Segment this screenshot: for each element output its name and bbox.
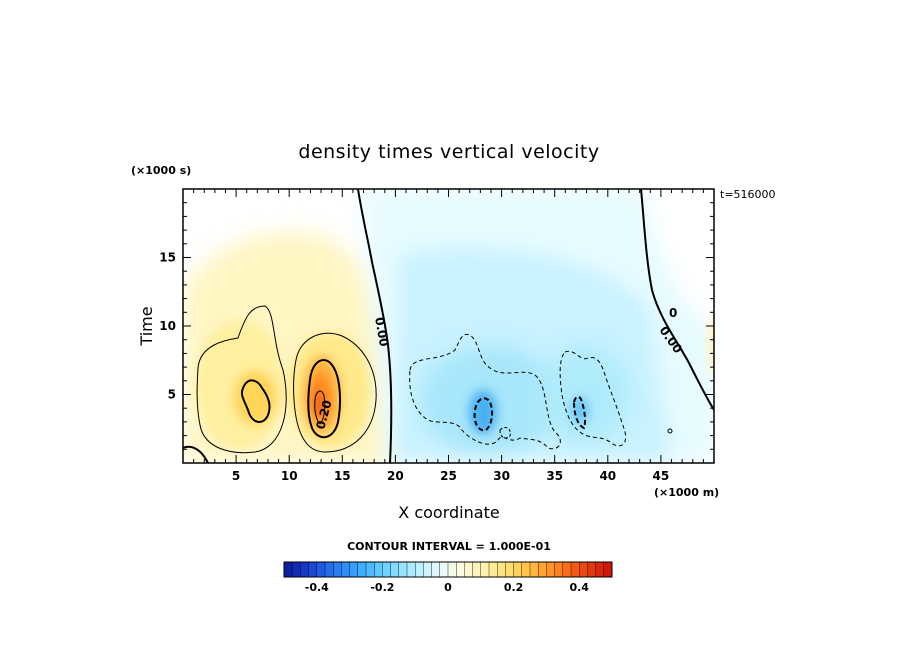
contour-interval-label: CONTOUR INTERVAL = 1.000E-01	[347, 540, 551, 553]
colorbar-swatch	[529, 561, 539, 578]
timestamp-label: t=516000	[720, 188, 776, 201]
contour-neg-5	[499, 427, 511, 439]
x-tick-label: 35	[546, 469, 563, 483]
colorbar-swatch	[472, 561, 482, 578]
x-unit-label: (×1000 m)	[654, 486, 719, 499]
colorbar-swatch	[349, 561, 359, 578]
contour-pos-1a	[196, 305, 287, 454]
colorbar-swatch	[431, 561, 441, 578]
colorbar-swatch	[283, 561, 293, 578]
contour-pos-1b	[240, 379, 271, 423]
x-tick-label: 5	[232, 469, 240, 483]
right-edge-shading	[708, 315, 714, 375]
colorbar-swatch	[579, 561, 588, 578]
colorbar-swatch	[374, 561, 383, 578]
contour-neg-3	[473, 397, 494, 432]
colorbar-swatch	[480, 561, 490, 578]
colorbar-swatch	[308, 561, 318, 578]
x-tick-label: 30	[493, 469, 510, 483]
y-axis-label: Time	[137, 306, 156, 346]
x-tick-label: 20	[387, 469, 404, 483]
colorbar-swatch	[382, 561, 392, 578]
colorbar-swatch	[570, 561, 580, 578]
colorbar-swatch	[406, 561, 416, 578]
colorbar-swatch	[415, 561, 424, 578]
colorbar-swatch	[357, 561, 367, 578]
colorbar-swatch	[464, 561, 474, 578]
contour-pos-2b	[307, 359, 341, 438]
x-axis: 5 10 15 20 25 30 35 40 45	[193, 189, 704, 483]
colorbar-swatch	[456, 561, 465, 578]
contour-neg-2	[559, 350, 627, 447]
colorbar-swatch	[447, 561, 457, 578]
colorbar-swatch	[292, 561, 301, 578]
positive-shading-inner	[195, 320, 372, 450]
colorbar-swatch	[554, 561, 564, 578]
colorbar-swatch	[365, 561, 375, 578]
colorbar-tick-label: 0.2	[504, 581, 524, 594]
colorbar-swatch	[316, 561, 326, 578]
y-axis: 5 10 15	[159, 202, 714, 450]
colorbar-swatch	[562, 561, 572, 578]
colorbar-swatch	[538, 561, 547, 578]
colorbar-swatch	[497, 561, 506, 578]
colorbar-swatch	[423, 561, 433, 578]
colorbar-swatch	[505, 561, 515, 578]
x-tick-label: 15	[334, 469, 351, 483]
colorbar-swatch	[603, 561, 613, 578]
colorbar-swatch	[587, 561, 597, 578]
plot-field: 0.00 0.20 0.00 0	[183, 189, 714, 463]
y-unit-label: (×1000 s)	[131, 164, 191, 177]
y-tick-label: 10	[159, 319, 176, 333]
x-tick-label: 10	[281, 469, 298, 483]
y-tick-label: 15	[159, 251, 176, 265]
contour-neg-4	[572, 395, 587, 430]
contour-label-zero: 0	[669, 306, 677, 320]
x-tick-label: 45	[653, 469, 670, 483]
colorbar-tick-label: -0.4	[305, 581, 329, 594]
x-tick-label: 25	[440, 469, 457, 483]
x-axis-label: X coordinate	[398, 503, 499, 522]
colorbar-swatch	[324, 561, 334, 578]
contour-pos-2c	[314, 390, 326, 425]
contour-small-dot	[667, 428, 673, 434]
zero-contour-left	[357, 189, 393, 463]
colorbar-swatch	[595, 561, 605, 578]
colorbar-swatch	[439, 561, 449, 578]
contour-label-0-left: 0.00	[372, 316, 391, 348]
colorbar-tick-label: 0	[444, 581, 452, 594]
colorbar-ticks: -0.4 -0.2 0 0.2 0.4	[305, 581, 590, 594]
colorbar-frame	[283, 561, 613, 578]
chart-title: density times vertical velocity	[298, 141, 599, 163]
colorbar-swatch	[341, 561, 351, 578]
colorbar-swatch	[333, 561, 342, 578]
zero-contour-bottom-left	[183, 445, 209, 463]
colorbar-swatch	[513, 561, 523, 578]
x-tick-label: 40	[599, 469, 616, 483]
colorbar-swatch	[521, 561, 531, 578]
zero-contour-right	[640, 189, 714, 411]
colorbar-tick-label: 0.4	[569, 581, 589, 594]
colorbar-tick-label: -0.2	[370, 581, 394, 594]
colorbar-swatch	[390, 561, 400, 578]
colorbar	[283, 561, 613, 578]
contour-pos-2a	[293, 332, 377, 453]
colorbar-swatch	[546, 561, 556, 578]
y-tick-label: 5	[168, 388, 176, 402]
colorbar-swatch	[300, 561, 310, 578]
colorbar-swatch	[398, 561, 408, 578]
colorbar-swatch	[488, 561, 498, 578]
contour-neg-1	[409, 333, 561, 450]
